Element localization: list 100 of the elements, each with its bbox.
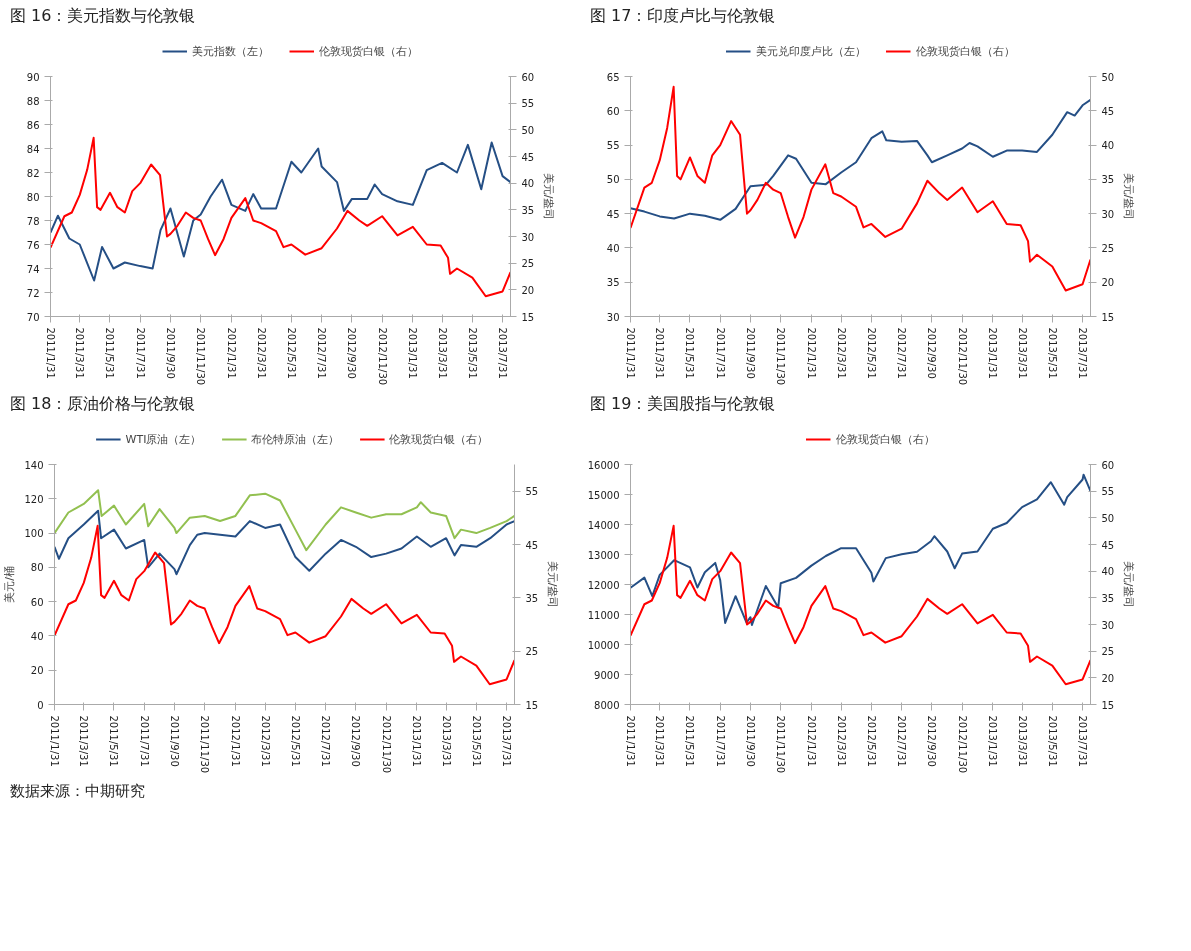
y2-tick-label: 35 bbox=[525, 592, 539, 604]
x-tick-label: 2011/1/31 bbox=[625, 327, 636, 379]
y-tick-label: 11000 bbox=[587, 609, 620, 621]
y-tick-label: 60 bbox=[606, 105, 620, 117]
line-series bbox=[630, 98, 1091, 221]
x-tick-label: 2013/1/31 bbox=[411, 715, 423, 767]
y-tick-label: 55 bbox=[606, 140, 620, 152]
x-tick-label: 2012/3/31 bbox=[835, 327, 847, 379]
source-note: 数据来源：中期研究 bbox=[10, 781, 145, 802]
y2-tick-label: 25 bbox=[521, 258, 535, 270]
y-tick-label: 60 bbox=[30, 596, 44, 608]
y-tick-label: 30 bbox=[606, 311, 620, 323]
line-series bbox=[630, 85, 1091, 292]
y-tick-label: 15000 bbox=[587, 489, 620, 501]
y-tick-label: 88 bbox=[26, 95, 40, 107]
y-tick-label: 8000 bbox=[594, 699, 620, 711]
y2-tick-label: 50 bbox=[1101, 71, 1115, 83]
x-tick-label: 2012/5/31 bbox=[865, 715, 877, 767]
x-tick-label: 2011/9/30 bbox=[168, 715, 180, 767]
x-tick-label: 2012/9/30 bbox=[346, 327, 358, 379]
legend-label: 伦敦现货白银（右） bbox=[915, 43, 1015, 59]
x-tick-label: 2011/3/31 bbox=[74, 327, 86, 379]
y2-tick-label: 25 bbox=[525, 646, 539, 658]
x-tick-label: 2011/9/30 bbox=[744, 327, 756, 379]
y-tick-label: 120 bbox=[24, 493, 44, 505]
y2-tick-label: 55 bbox=[525, 486, 539, 498]
y-tick-label: 10000 bbox=[587, 639, 620, 651]
x-tick-label: 2012/3/31 bbox=[259, 715, 271, 767]
y2-tick-label: 25 bbox=[1101, 646, 1115, 658]
chart-title: 图 17：印度卢比与伦敦银 bbox=[590, 5, 776, 27]
y2-tick-label: 40 bbox=[521, 178, 535, 190]
y-tick-label: 76 bbox=[26, 239, 40, 251]
x-tick-label: 2011/1/31 bbox=[49, 715, 60, 767]
y2-tick-label: 15 bbox=[1101, 311, 1115, 323]
y-tick-label: 84 bbox=[26, 143, 40, 155]
x-tick-label: 2012/3/31 bbox=[835, 715, 847, 767]
y2-tick-label: 40 bbox=[1101, 140, 1115, 152]
y2-tick-label: 35 bbox=[1101, 592, 1115, 604]
x-tick-label: 2011/11/30 bbox=[775, 327, 787, 386]
x-tick-label: 2013/5/31 bbox=[1046, 715, 1058, 767]
x-tick-label: 2012/11/30 bbox=[376, 327, 388, 386]
line-series bbox=[54, 509, 515, 576]
x-tick-label: 2011/11/30 bbox=[199, 715, 211, 774]
legend-label: 伦敦现货白银（右） bbox=[835, 431, 935, 447]
x-tick-label: 2011/1/31 bbox=[45, 327, 56, 379]
x-tick-label: 2011/3/31 bbox=[654, 715, 666, 767]
x-tick-label: 2013/3/31 bbox=[1016, 715, 1028, 767]
x-tick-label: 2013/1/31 bbox=[407, 327, 419, 379]
y-tick-label: 40 bbox=[30, 630, 44, 642]
y2-tick-label: 25 bbox=[1101, 242, 1115, 254]
x-tick-label: 2011/9/30 bbox=[744, 715, 756, 767]
x-tick-label: 2012/1/31 bbox=[229, 715, 241, 767]
y2-axis-title: 美元/盎司 bbox=[1122, 172, 1136, 221]
y-tick-label: 80 bbox=[26, 191, 40, 203]
x-tick-label: 2013/7/31 bbox=[1077, 715, 1089, 767]
y-tick-label: 40 bbox=[606, 242, 620, 254]
y2-tick-label: 55 bbox=[521, 98, 535, 110]
y2-tick-label: 20 bbox=[1101, 672, 1115, 684]
x-tick-label: 2011/5/31 bbox=[684, 715, 696, 767]
x-tick-label: 2012/5/31 bbox=[865, 327, 877, 379]
legend-label: 美元指数（左） bbox=[192, 43, 269, 59]
x-tick-label: 2012/3/31 bbox=[255, 327, 267, 379]
y-tick-label: 16000 bbox=[587, 459, 620, 471]
y2-tick-label: 30 bbox=[1101, 619, 1115, 631]
y-tick-label: 14000 bbox=[587, 519, 620, 531]
y2-tick-label: 20 bbox=[1101, 277, 1115, 289]
y-tick-label: 90 bbox=[26, 71, 40, 83]
line-series bbox=[630, 524, 1091, 686]
y-tick-label: 65 bbox=[606, 71, 620, 83]
chart-title: 图 19：美国股指与伦敦银 bbox=[590, 393, 776, 415]
y2-tick-label: 40 bbox=[1101, 566, 1115, 578]
y2-tick-label: 55 bbox=[1101, 486, 1115, 498]
x-tick-label: 2012/7/31 bbox=[896, 715, 908, 767]
y-tick-label: 12000 bbox=[587, 579, 620, 591]
x-tick-label: 2012/7/31 bbox=[896, 327, 908, 379]
legend-label: WTI原油（左） bbox=[125, 431, 202, 447]
y-tick-label: 70 bbox=[26, 311, 40, 323]
x-tick-label: 2013/7/31 bbox=[497, 327, 509, 379]
x-tick-label: 2012/7/31 bbox=[316, 327, 328, 379]
x-tick-label: 2013/1/31 bbox=[987, 715, 999, 767]
x-tick-label: 2012/11/30 bbox=[956, 327, 968, 386]
y-tick-label: 86 bbox=[26, 119, 40, 131]
y2-tick-label: 35 bbox=[1101, 174, 1115, 186]
x-tick-label: 2013/3/31 bbox=[440, 715, 452, 767]
y-axis-title: 美元/桶 bbox=[3, 566, 17, 603]
legend-label: 布伦特原油（左） bbox=[251, 431, 340, 447]
x-tick-label: 2012/9/30 bbox=[926, 715, 938, 767]
y-tick-label: 74 bbox=[26, 263, 40, 275]
x-tick-label: 2011/9/30 bbox=[164, 327, 176, 379]
x-tick-label: 2011/7/31 bbox=[134, 327, 146, 379]
x-tick-label: 2011/7/31 bbox=[714, 715, 726, 767]
x-tick-label: 2013/5/31 bbox=[1046, 327, 1058, 379]
y2-tick-label: 45 bbox=[525, 539, 539, 551]
y2-tick-label: 50 bbox=[1101, 512, 1115, 524]
x-tick-label: 2011/1/31 bbox=[625, 715, 636, 767]
x-tick-label: 2013/7/31 bbox=[501, 715, 513, 767]
y2-tick-label: 20 bbox=[521, 284, 535, 296]
y2-tick-label: 15 bbox=[525, 699, 539, 711]
chart-title: 图 16：美元指数与伦敦银 bbox=[10, 5, 196, 27]
x-tick-label: 2012/11/30 bbox=[956, 715, 968, 774]
